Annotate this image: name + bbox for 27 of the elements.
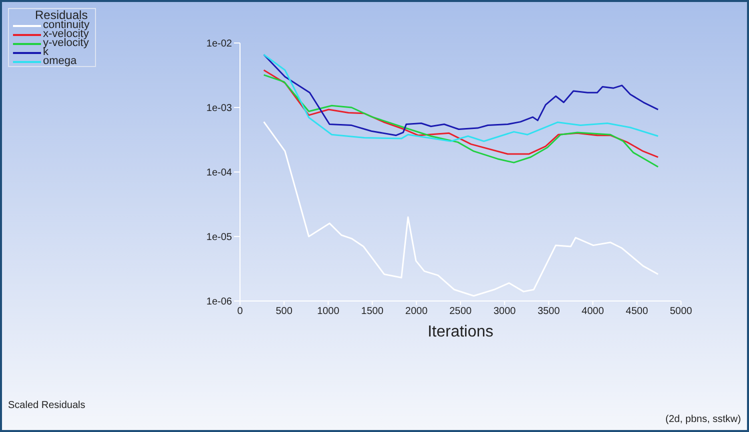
y-tick-label: 1e-05 — [206, 232, 232, 244]
y-tick-label: 1e-04 — [206, 168, 232, 179]
x-tick-label: 500 — [276, 306, 293, 318]
line-series — [263, 74, 659, 168]
line-series — [263, 121, 659, 297]
legend-label: y-velocity — [43, 37, 89, 49]
legend-label: omega — [43, 55, 77, 67]
y-tick-label: 1e-02 — [206, 38, 232, 50]
x-tick-label: 1500 — [361, 306, 384, 318]
x-tick-label: 0 — [237, 306, 244, 318]
legend-label: x-velocity — [43, 28, 89, 40]
legend-label: k — [43, 46, 48, 58]
legend-label: continuity — [43, 19, 90, 31]
y-tick-label: 1e-03 — [206, 103, 232, 114]
x-tick-label: 4500 — [626, 306, 648, 318]
x-tick-label: 4000 — [582, 306, 604, 318]
x-tick-label: 2000 — [405, 306, 428, 318]
x-tick-label: 3500 — [538, 306, 560, 318]
x-axis-title: Iterations — [428, 323, 494, 340]
x-tick-label: 3000 — [493, 306, 516, 318]
x-tick-label: 2500 — [449, 306, 472, 318]
x-tick-label: 1000 — [317, 306, 340, 318]
text: (2d, pbns, sstkw) — [665, 414, 741, 425]
text: Scaled Residuals — [8, 400, 86, 411]
y-tick-label: 1e-06 — [206, 296, 232, 308]
line-series — [263, 69, 659, 158]
x-tick-label: 5000 — [670, 306, 693, 318]
